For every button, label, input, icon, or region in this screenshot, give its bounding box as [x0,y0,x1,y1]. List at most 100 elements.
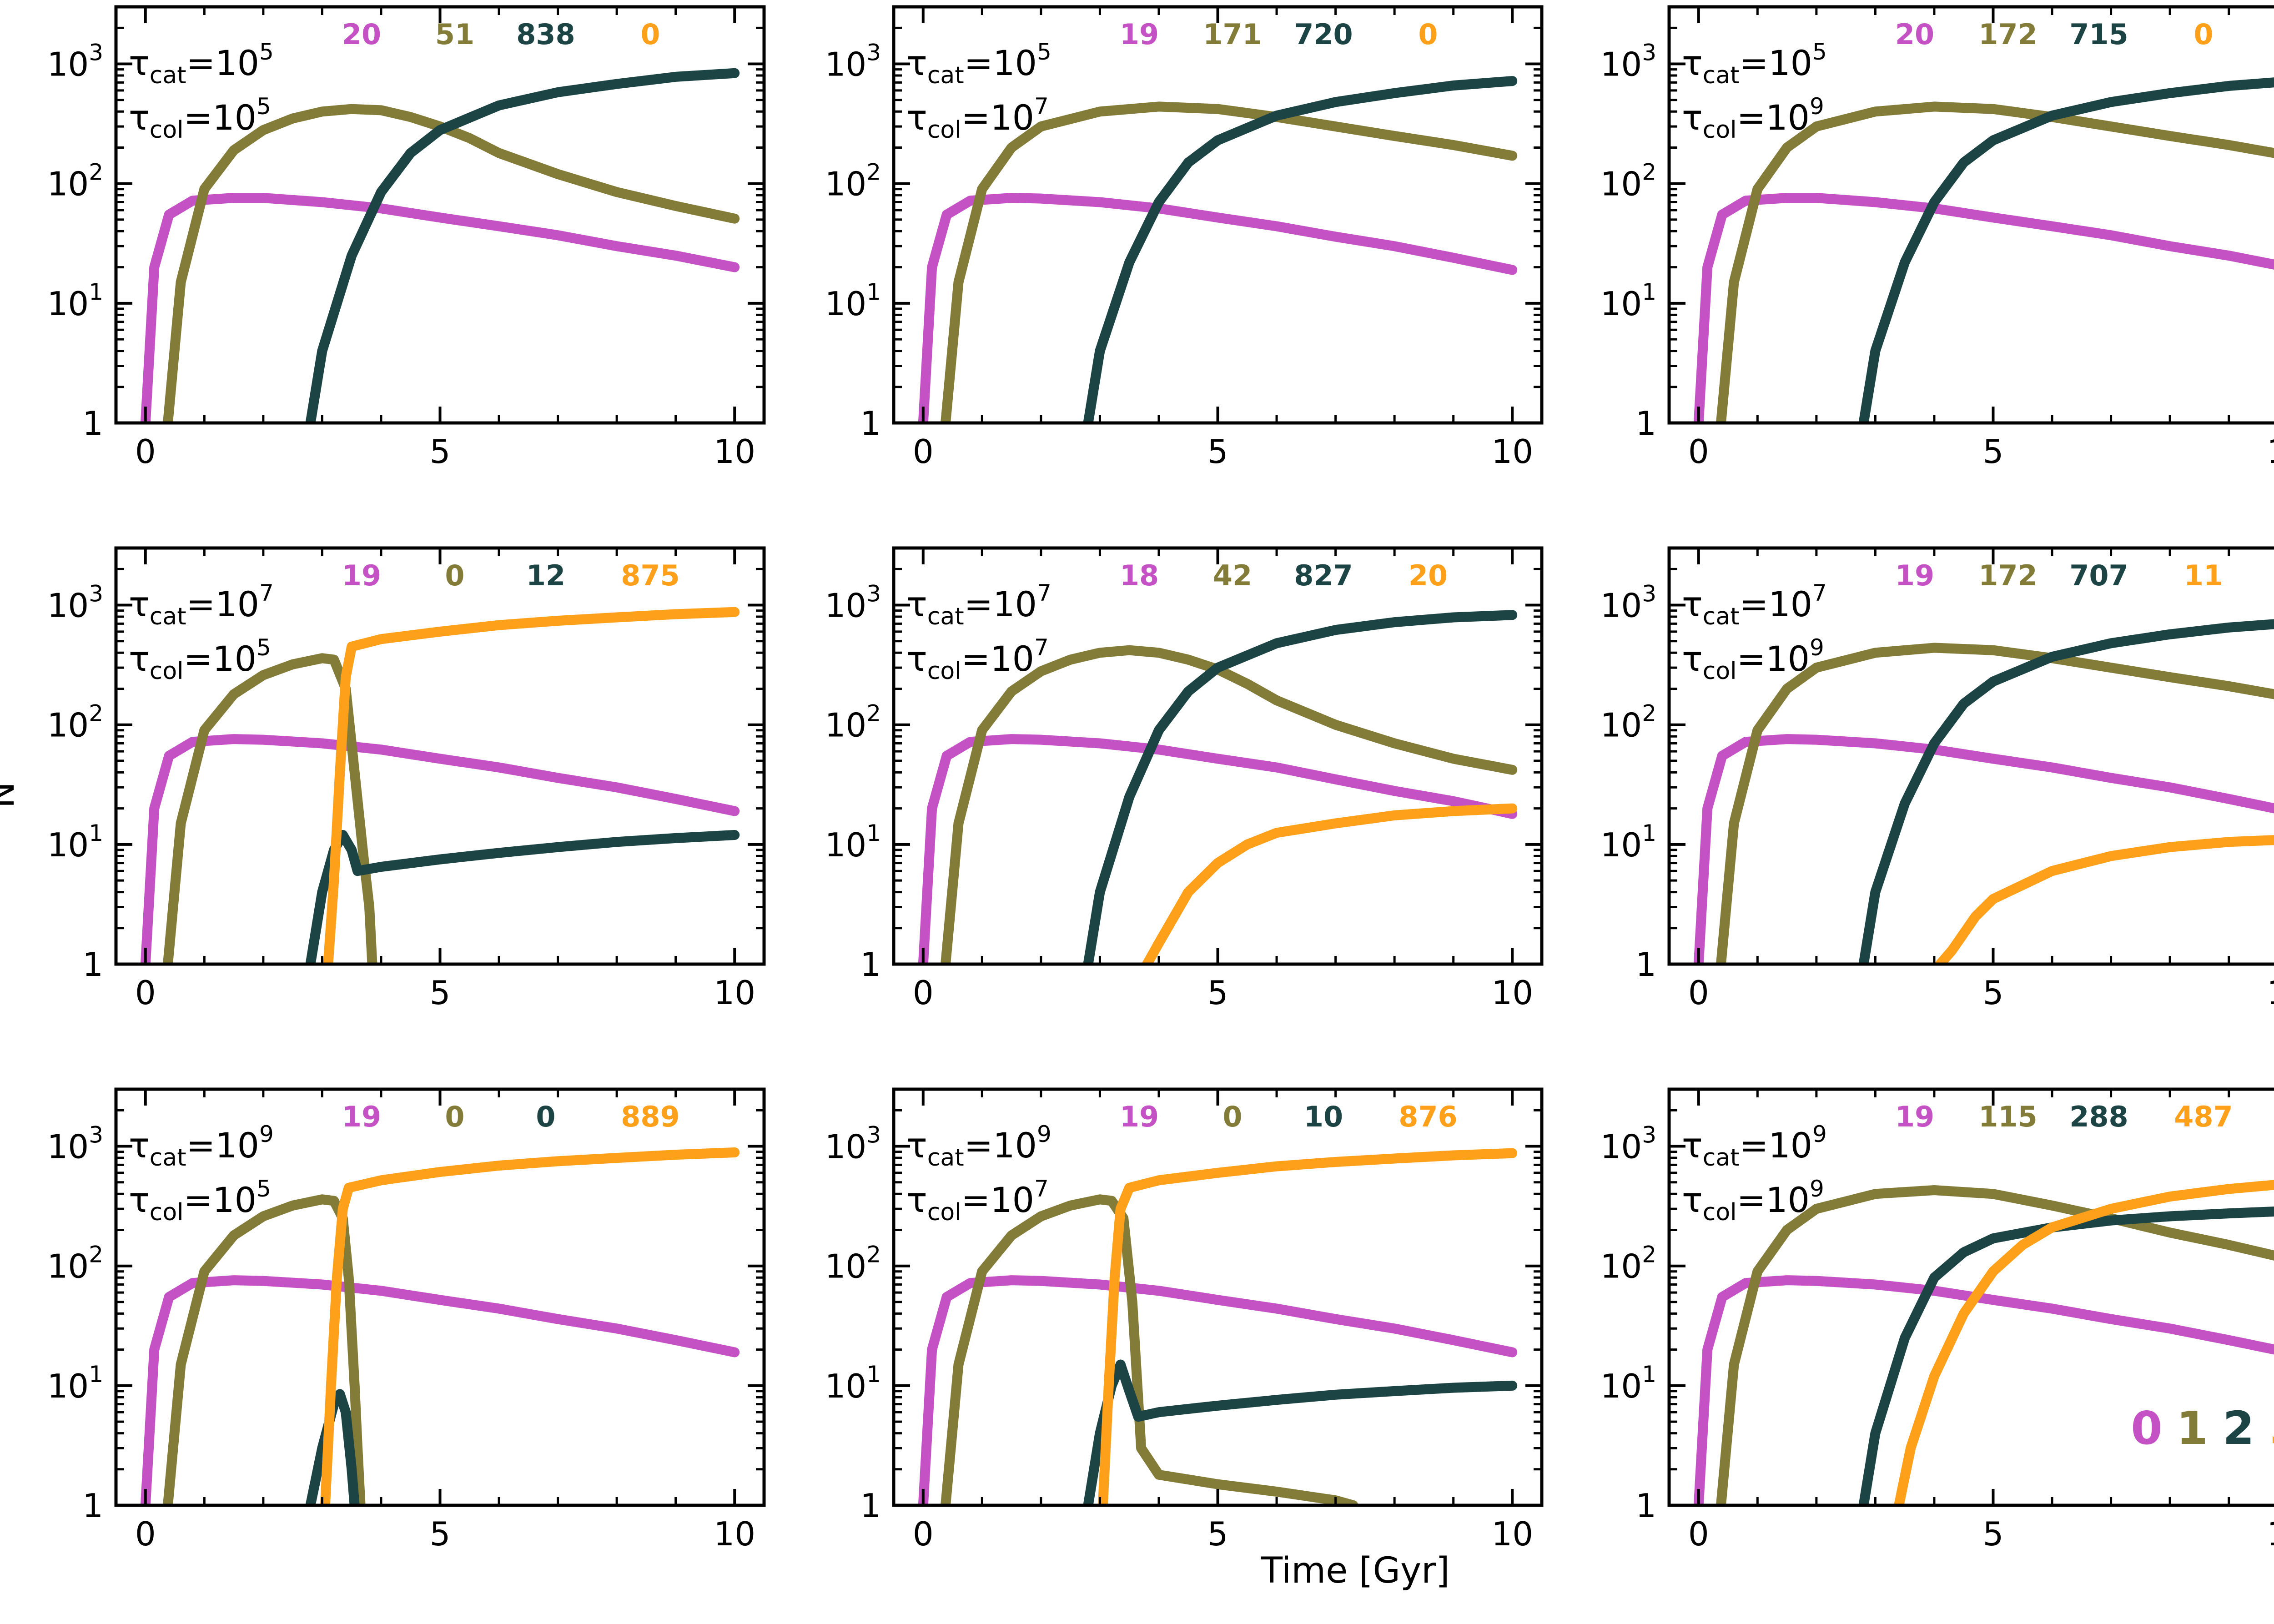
series-1-line [163,104,740,423]
x-tick-label: 5 [430,432,451,471]
final-count-series-0: 19 [1120,1100,1159,1133]
tau-col-label: τcol=105 [129,93,271,144]
y-tick-label: 1 [860,945,881,984]
series-0-line [140,1275,740,1505]
final-count-series-3: 0 [1418,18,1438,51]
final-count-series-2: 12 [526,559,565,592]
series-2-line [1858,619,2274,964]
x-tick-label: 5 [1207,432,1228,471]
series-2-line [1083,610,1518,964]
series-group [140,1147,740,1505]
series-1-line [1716,101,2274,423]
y-tick-label: 102 [825,1242,881,1286]
series-group [1693,77,2274,423]
y-tick-label: 103 [1600,40,1656,84]
tau-cat-label: τcat=105 [1682,39,1827,89]
y-tick-label: 103 [47,1122,103,1166]
series-2-line [305,68,740,423]
series-1-line [1716,643,2274,964]
final-count-series-1: 42 [1213,559,1252,592]
y-axis-title: N [0,782,22,808]
final-count-series-1: 171 [1203,18,1262,51]
x-tick-label: 0 [913,432,934,471]
y-tick-label: 102 [47,700,103,744]
series-group [918,610,1518,964]
final-count-series-0: 19 [1895,1100,1934,1133]
final-count-series-3: 875 [621,559,679,592]
y-tick-label: 101 [825,279,881,323]
y-tick-label: 102 [1600,159,1656,203]
series-2-line [1858,77,2274,423]
series-3-line [1142,803,1518,964]
x-tick-label: 5 [1983,1515,2004,1553]
series-group [1693,619,2274,964]
series-1-line [941,101,1518,423]
y-tick-label: 1 [82,1487,103,1525]
x-tick-label: 5 [1983,432,2004,471]
final-count-series-0: 18 [1120,559,1159,592]
series-0-line [918,193,1518,423]
series-group [918,76,1518,423]
series-2-line [1083,76,1518,423]
y-tick-label: 102 [825,700,881,744]
x-tick-label: 10 [2267,432,2274,471]
x-tick-label: 10 [1491,974,1533,1012]
x-tick-label: 0 [135,432,156,471]
y-tick-label: 1 [860,1487,881,1525]
y-tick-label: 103 [47,40,103,84]
x-tick-label: 0 [1688,1515,1709,1553]
series-0-line [140,193,740,423]
series-3-line [323,607,740,964]
final-count-series-2: 10 [1304,1100,1343,1133]
series-group [1693,1180,2274,1505]
x-tick-label: 5 [1983,974,2004,1012]
x-tick-label: 10 [1491,432,1533,471]
final-count-series-2: 838 [516,18,575,51]
final-count-series-0: 19 [1895,559,1934,592]
y-tick-label: 102 [1600,1242,1656,1286]
y-tick-label: 1 [1635,1487,1656,1525]
final-count-series-2: 0 [536,1100,555,1133]
final-count-series-1: 0 [445,1100,464,1133]
y-tick-label: 1 [860,404,881,442]
legend-entry-0: 0 [2131,1402,2163,1455]
final-count-series-1: 172 [1978,18,2037,51]
final-count-series-0: 20 [342,18,381,51]
x-tick-label: 10 [1491,1515,1533,1553]
final-count-series-1: 0 [445,559,464,592]
x-tick-label: 0 [135,974,156,1012]
final-count-series-1: 51 [435,18,474,51]
tau-col-label: τcol=107 [906,93,1049,144]
legend: 0123 [2131,1402,2274,1455]
series-2-line [1858,1207,2274,1505]
y-tick-label: 1 [82,945,103,984]
final-count-series-1: 0 [1223,1100,1242,1133]
final-count-series-1: 115 [1978,1100,2037,1133]
final-count-series-2: 707 [2069,559,2128,592]
y-tick-label: 103 [825,40,881,84]
x-tick-label: 0 [135,1515,156,1553]
y-tick-label: 101 [47,1361,103,1405]
series-3-line [1935,835,2274,964]
x-tick-label: 5 [1207,1515,1228,1553]
final-count-series-3: 487 [2174,1100,2233,1133]
series-0-line [140,734,740,964]
final-count-series-2: 720 [1294,18,1353,51]
tau-col-label: τcol=109 [1682,634,1824,685]
series-group [140,607,740,964]
x-tick-label: 5 [430,1515,451,1553]
tau-cat-label: τcat=107 [1682,580,1827,630]
y-tick-label: 101 [47,820,103,864]
y-tick-label: 102 [47,159,103,203]
x-axis-title: Time [Gyr] [1260,1550,1449,1591]
tau-col-label: τcol=105 [129,1176,271,1226]
final-count-series-3: 20 [1409,559,1448,592]
y-tick-label: 103 [825,1122,881,1166]
tau-cat-label: τcat=107 [906,580,1051,630]
series-3-line [1097,1148,1518,1505]
